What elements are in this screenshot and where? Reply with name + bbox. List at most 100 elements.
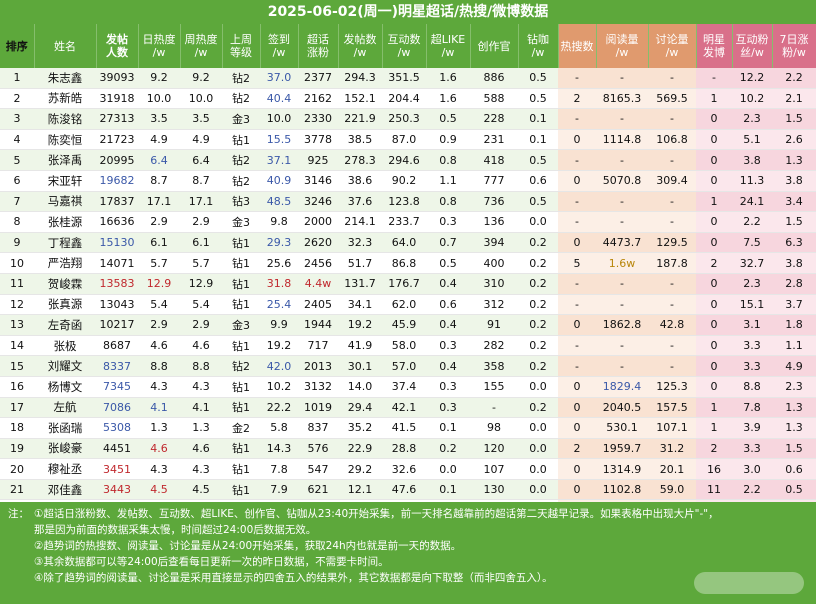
table-row: 2 苏新皓 31918 10.0 10.0 钻2 40.4 2162 152.1 204.4 1.6…: [0, 88, 816, 110]
table-cell: 0.3: [426, 397, 470, 419]
table-cell: 0: [696, 170, 732, 192]
table-cell: 7.9: [260, 479, 298, 501]
name-cell: 苏新皓: [34, 88, 96, 110]
table-cell: 1.1: [772, 335, 816, 357]
table-cell: 32.3: [338, 232, 382, 254]
table-cell: 51.7: [338, 252, 382, 274]
table-cell: 10.0: [138, 88, 180, 110]
column-header: 签到/w: [260, 24, 299, 68]
table-cell: 6.3: [772, 232, 816, 254]
table-cell: 3132: [298, 376, 338, 398]
table-cell: 1959.7: [596, 438, 648, 460]
table-cell: 5: [558, 252, 596, 274]
table-body: 1 朱志鑫 39093 9.2 9.2 钻2 37.0 2377 294.3 351.5 1.6 88…: [0, 68, 816, 522]
table-cell: 42.0: [260, 355, 298, 377]
table-cell: 4.5: [138, 479, 180, 501]
table-cell: 0.9: [426, 129, 470, 151]
table-cell: 0: [558, 479, 596, 501]
name-cell: 邓佳鑫: [34, 479, 96, 501]
table-cell: 4.6: [138, 335, 180, 357]
table-cell: 9.8: [260, 211, 298, 233]
table-cell: 4.3: [138, 458, 180, 480]
table-cell: 1862.8: [596, 314, 648, 336]
table-cell: 0.1: [426, 417, 470, 439]
name-cell: 左航: [34, 397, 96, 419]
table-cell: -: [648, 149, 696, 171]
table-cell: 32.6: [382, 458, 426, 480]
table-cell: 8337: [96, 355, 138, 377]
table-cell: 38.6: [338, 170, 382, 192]
table-cell: 2330: [298, 108, 338, 130]
table-cell: 278.3: [338, 149, 382, 171]
table-cell: 钻3: [222, 191, 260, 213]
table-cell: 777: [470, 170, 518, 192]
table-cell: 152.1: [338, 88, 382, 110]
table-cell: 34.1: [338, 294, 382, 316]
table-cell: 0.4: [426, 273, 470, 295]
table-cell: 9.2: [180, 68, 222, 89]
table-cell: 10.2: [732, 88, 772, 110]
table-cell: 569.5: [648, 88, 696, 110]
table-cell: -: [648, 335, 696, 357]
table-cell: 7: [0, 191, 34, 213]
table-cell: 0.2: [518, 314, 558, 336]
column-header: 上周 等级: [222, 24, 261, 68]
table-cell: 2.9: [138, 211, 180, 233]
table-cell: 11.3: [732, 170, 772, 192]
table-cell: 0.0: [518, 376, 558, 398]
table-cell: 钻2: [222, 68, 260, 89]
table-cell: 40.4: [260, 88, 298, 110]
table-cell: 123.8: [382, 191, 426, 213]
table-cell: 22.9: [338, 438, 382, 460]
table-cell: 0: [696, 108, 732, 130]
name-cell: 张泽禹: [34, 149, 96, 171]
table-cell: 394: [470, 232, 518, 254]
table-cell: 钻2: [222, 88, 260, 110]
table-cell: 3.5: [180, 108, 222, 130]
table-cell: -: [596, 68, 648, 89]
table-cell: 6.4: [180, 149, 222, 171]
table-cell: 1314.9: [596, 458, 648, 480]
table-cell: 12.2: [732, 68, 772, 89]
table-cell: 0: [696, 355, 732, 377]
table-cell: 0: [558, 376, 596, 398]
table-cell: 钻1: [222, 129, 260, 151]
table-row: 21 邓佳鑫 3443 4.5 4.5 钻1 7.9 621 12.1 47.6 0.1 130 0.0…: [0, 479, 816, 501]
table-cell: -: [596, 211, 648, 233]
table-cell: 7086: [96, 397, 138, 419]
column-header: 讨论量/w: [648, 24, 697, 68]
name-cell: 穆祉丞: [34, 458, 96, 480]
table-cell: 0.2: [518, 335, 558, 357]
table-cell: 钻1: [222, 397, 260, 419]
table-cell: 530.1: [596, 417, 648, 439]
table-cell: 金3: [222, 108, 260, 130]
data-table: 排序 姓名 发帖 人数 日热度/w 周热度/w 上周 等级 签到/w 超话 涨粉 发帖数/w 互动数/w…: [0, 24, 816, 522]
table-cell: 15.1: [732, 294, 772, 316]
table-cell: 400: [470, 252, 518, 274]
table-cell: 2040.5: [596, 397, 648, 419]
table-cell: 3451: [96, 458, 138, 480]
table-cell: 2405: [298, 294, 338, 316]
table-cell: -: [558, 149, 596, 171]
table-cell: 87.0: [382, 129, 426, 151]
column-header: 创作官: [470, 24, 519, 68]
table-cell: 钻1: [222, 252, 260, 274]
column-header: 日热度/w: [138, 24, 181, 68]
table-cell: 2162: [298, 88, 338, 110]
table-cell: 2000: [298, 211, 338, 233]
column-header: 阅读量/w: [596, 24, 649, 68]
table-cell: 1: [696, 397, 732, 419]
table-cell: 12.9: [180, 273, 222, 295]
table-cell: -: [558, 273, 596, 295]
table-cell: 5070.8: [596, 170, 648, 192]
table-cell: 358: [470, 355, 518, 377]
table-cell: 8165.3: [596, 88, 648, 110]
table-cell: 0.0: [518, 211, 558, 233]
page-title: 2025-06-02(周一)明星超话/热搜/微博数据: [267, 4, 549, 20]
table-row: 6 宋亚轩 19682 8.7 8.7 钻2 40.9 3146 38.6 90.2 1.1 777 0…: [0, 170, 816, 192]
notes-label: 注：: [8, 508, 29, 520]
table-cell: 0: [696, 314, 732, 336]
table-cell: 294.6: [382, 149, 426, 171]
table-cell: 1114.8: [596, 129, 648, 151]
notes-panel: 注： ①超话日涨粉数、发帖数、互动数、超LIKE、创作官、钻咖从23:40开始采…: [0, 502, 816, 604]
